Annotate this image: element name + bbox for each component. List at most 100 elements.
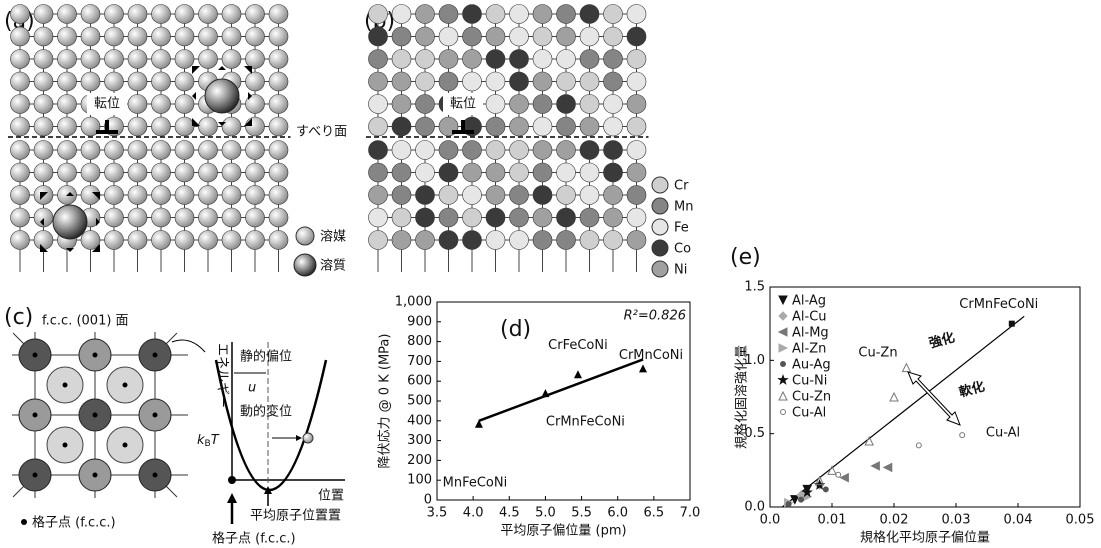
atom [416,72,435,91]
atom [392,50,411,69]
atom [105,5,124,24]
atom [580,117,599,136]
data-point [639,364,647,372]
atom [105,208,124,227]
atom [627,141,646,160]
atom [199,50,218,69]
data-point [781,362,786,367]
atom [369,186,388,205]
lattice-point [153,473,158,478]
y-tick-label: 500 [407,394,432,409]
atom [533,72,552,91]
atom [627,163,646,182]
atom [533,117,552,136]
data-point [823,487,828,492]
legend-label: Ni [674,263,687,278]
legend-atom [294,254,316,276]
fit-line [479,359,643,420]
atom [533,163,552,182]
atom [463,186,482,205]
atom [369,27,388,46]
data-point [781,410,786,415]
atom [604,231,623,250]
atom [128,50,147,69]
atom [199,208,218,227]
atom [152,163,171,182]
y-tick-label: 0 [424,493,432,508]
atom [533,5,552,24]
atom [81,163,100,182]
atom [128,141,147,160]
atom [627,208,646,227]
atom [369,117,388,136]
lattice-point [123,443,128,448]
atom [11,72,30,91]
data-point [890,393,898,401]
y-tick-label: 600 [407,374,432,389]
atom [604,27,623,46]
lattice-point [33,473,38,478]
static-label: 静的偏位 [240,349,292,365]
atom [81,141,100,160]
atom [128,231,147,250]
atom [246,27,265,46]
annotation: Cu-Zn [858,346,897,361]
atom [81,231,100,250]
legend-label: 溶媒 [320,230,346,245]
data-point [960,433,965,438]
atom [463,5,482,24]
atom [439,141,458,160]
atom [199,27,218,46]
displacement-arrow [244,66,252,74]
atom [416,231,435,250]
atom [439,163,458,182]
atom [627,95,646,114]
atom [392,95,411,114]
atom [580,163,599,182]
atom [105,231,124,250]
lattice-point-label: 格子点 (f.c.c.) [212,531,296,547]
atom [369,141,388,160]
atom [152,50,171,69]
dislocation-symbol [461,120,465,132]
atom [392,186,411,205]
atom [580,95,599,114]
atom [222,117,241,136]
x-tick-label: 5.0 [535,506,556,521]
legend-atom [652,219,668,235]
atom [604,72,623,91]
atom [604,186,623,205]
atom [510,186,529,205]
atom [510,72,529,91]
atom [58,141,77,160]
atom [510,163,529,182]
dislocation-label: 転位 [450,97,476,112]
x-tick-label: 0.05 [1066,513,1095,528]
legend-label: Al-Cu [792,310,827,325]
dislocation-label: 転位 [94,97,120,112]
atom [34,141,53,160]
atom [269,27,288,46]
atom [439,5,458,24]
atom [175,50,194,69]
atom [604,208,623,227]
atom [246,231,265,250]
atom [604,117,623,136]
atom [175,5,194,24]
atom [627,50,646,69]
legend-label: Co [674,242,691,257]
x-tick-label: 4.5 [499,506,520,521]
atom [392,5,411,24]
data-point [779,296,787,304]
data-point [779,328,787,336]
atom [222,50,241,69]
atom [269,186,288,205]
atom [580,27,599,46]
atom [58,72,77,91]
atom [416,208,435,227]
atom [557,27,576,46]
legend-label: Cu-Al [792,406,826,421]
x-tick-label: 0.01 [818,513,847,528]
atom [439,231,458,250]
atom [486,208,505,227]
